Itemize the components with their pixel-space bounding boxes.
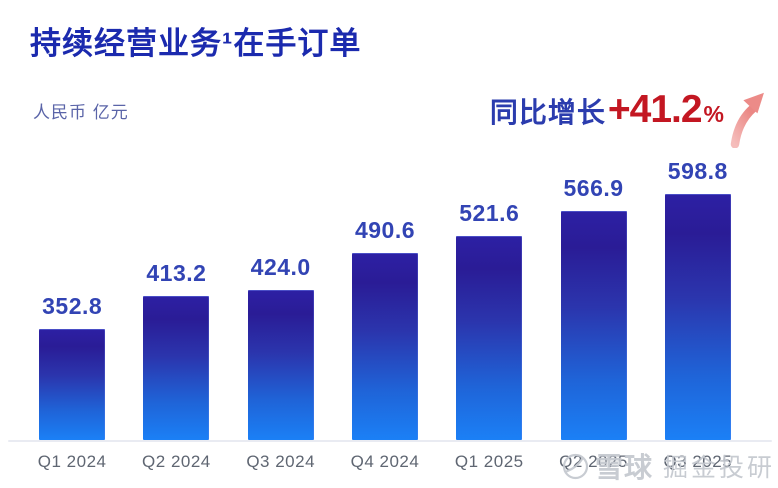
unit-label: 人民币 亿元 — [33, 103, 129, 122]
bar-group: 566.9 — [541, 175, 645, 440]
bar — [39, 329, 106, 440]
bar-value-label: 566.9 — [563, 175, 624, 201]
x-tick-label: Q1 2025 — [454, 452, 524, 471]
bar-group: 490.6 — [333, 217, 437, 440]
watermark-account: 掘金投研 — [662, 454, 775, 482]
bar-value-label: 490.6 — [354, 217, 416, 243]
x-axis-line — [8, 440, 772, 442]
bar — [143, 296, 210, 440]
watermark-brand: 雪球 — [594, 452, 653, 483]
yoy-growth-value: +41.2 — [607, 88, 703, 131]
x-tick-label: Q1 2024 — [37, 452, 107, 471]
bars-layer: 352.8 413.2 424.0 490.6 521.6 566.9 598.8 — [20, 158, 750, 440]
bar-group: 598.8 — [646, 158, 750, 440]
bar — [664, 194, 731, 440]
percent-sign: % — [703, 101, 724, 127]
watermark: 雪球 掘金投研 — [562, 446, 775, 486]
x-tick-label: Q4 2024 — [350, 452, 420, 471]
bar — [560, 211, 627, 440]
bar-group: 424.0 — [229, 254, 333, 440]
xaxis-labels: Q1 2024 Q2 2024 Q3 2024 Q4 2024 Q1 2025 Q2 20… — [20, 452, 750, 472]
bar-value-label: 598.8 — [667, 158, 728, 184]
chart-title: 持续经营业务¹在手订单 — [30, 26, 362, 61]
x-tick-label: Q3 2025 — [663, 452, 733, 471]
bar-value-label: 521.6 — [459, 200, 520, 226]
bar — [456, 236, 523, 440]
xueqiu-snowball-icon — [562, 453, 589, 479]
x-tick-label: Q3 2024 — [246, 452, 316, 471]
yoy-growth-label: 同比增长 — [489, 97, 606, 128]
bar — [351, 253, 418, 440]
x-tick-label: Q2 2024 — [142, 452, 211, 471]
bar-group: 413.2 — [124, 260, 228, 440]
bar-group: 521.6 — [437, 200, 541, 440]
bar-value-label: 352.8 — [42, 293, 103, 319]
up-trend-arrow-icon — [730, 92, 764, 148]
bar-group: 352.8 — [20, 293, 124, 440]
bar-value-label: 424.0 — [250, 254, 311, 280]
bar — [247, 290, 314, 440]
yoy-growth-annotation: 同比增长 +41.2 % — [489, 88, 770, 148]
bar-value-label: 413.2 — [146, 260, 207, 286]
